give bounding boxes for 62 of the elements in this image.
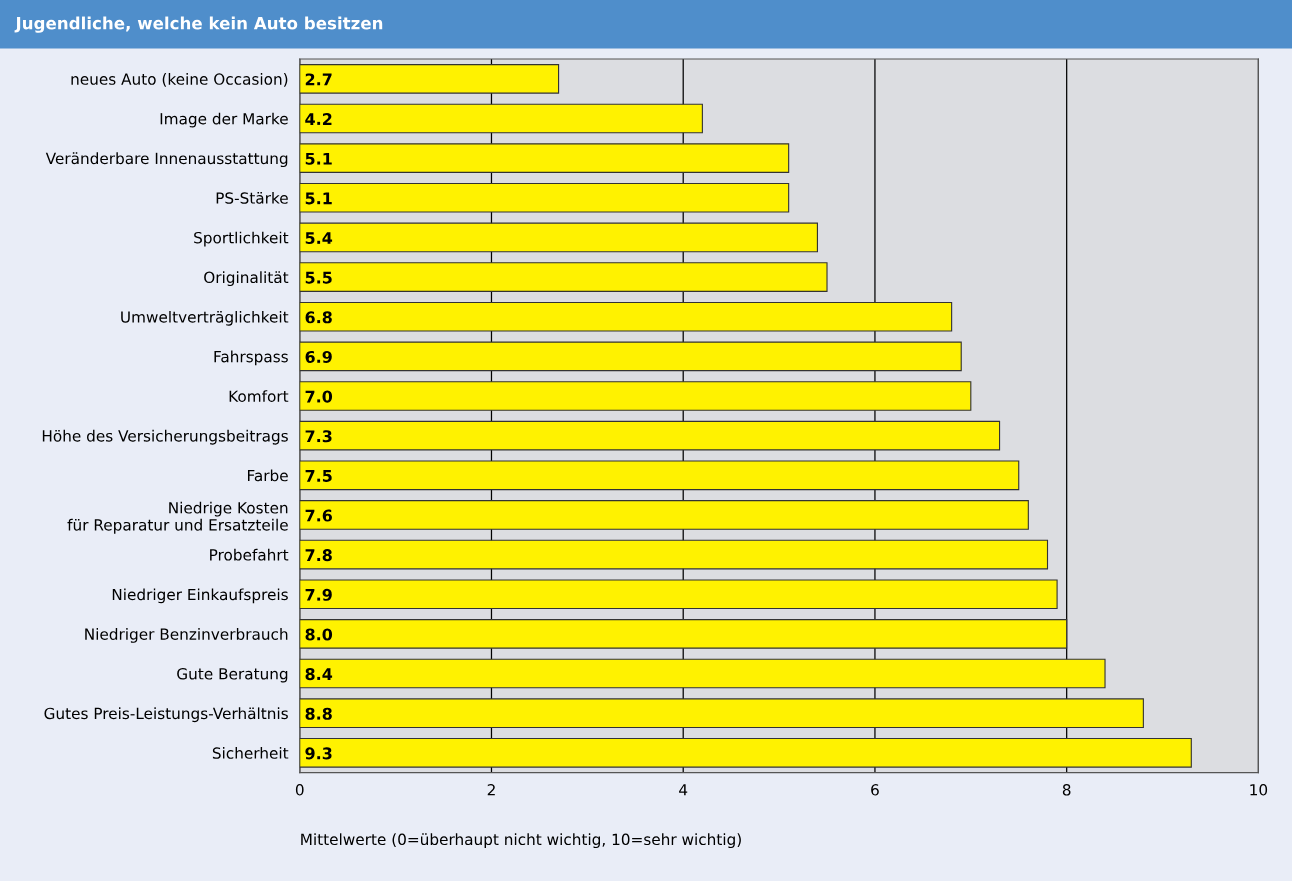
bar xyxy=(299,341,962,372)
data-label: 7.3 xyxy=(305,430,332,443)
y-tick-label: Niedriger Einkaufspreis xyxy=(112,588,288,604)
y-tick-label: Umweltverträglichkeit xyxy=(121,310,289,326)
bar xyxy=(299,301,953,332)
y-tick-label: Gutes Preis-Leistungs-Verhältnis xyxy=(44,707,288,723)
x-tick-label: 4 xyxy=(679,784,688,796)
data-label: 7.5 xyxy=(305,470,332,482)
y-tick-label: Gute Beratung xyxy=(177,667,288,683)
bar xyxy=(299,539,1049,570)
bar xyxy=(299,579,1058,610)
data-label: 2.7 xyxy=(305,73,332,86)
bar xyxy=(299,737,1192,768)
bar xyxy=(299,658,1106,689)
data-label: 5.5 xyxy=(305,271,332,284)
data-label: 7.6 xyxy=(305,509,332,522)
x-tick-label: 2 xyxy=(487,784,495,796)
data-label: 7.8 xyxy=(305,549,332,562)
chart-title: Jugendliche, welche kein Auto besitzen xyxy=(14,16,383,33)
y-tick-label: Image der Marke xyxy=(160,112,288,128)
y-tick-label: Niedrige Kosten für Reparatur und Ersatzteile xyxy=(67,501,288,534)
y-tick-label: Sicherheit xyxy=(212,747,289,759)
y-tick-label: neues Auto (keine Occasion) xyxy=(71,73,288,87)
y-tick-label: Höhe des Versicherungsbeitrags xyxy=(42,429,288,445)
bar xyxy=(299,698,1144,728)
bar xyxy=(299,619,1068,649)
bar xyxy=(299,143,790,173)
bar xyxy=(299,500,1029,530)
y-tick-label: Veränderbare Innenausstattung xyxy=(45,152,288,168)
x-tick-label: 6 xyxy=(871,784,879,796)
bar xyxy=(299,420,1001,451)
data-label: 5.4 xyxy=(305,232,333,245)
bar xyxy=(299,222,818,253)
data-label: 6.8 xyxy=(305,311,332,324)
x-axis-title: Mittelwerte (0=überhaupt nicht wichtig, 10=sehr wichtig) xyxy=(301,833,741,849)
bar xyxy=(299,262,828,292)
data-label: 8.8 xyxy=(305,707,332,720)
y-tick-label: Fahrspass xyxy=(214,350,288,366)
data-label: 9.3 xyxy=(305,747,332,760)
y-tick-label: Farbe xyxy=(248,469,288,482)
y-tick-label: Originalität xyxy=(204,271,289,287)
y-tick-label: Probefahrt xyxy=(210,548,289,561)
data-label: 5.1 xyxy=(305,152,332,165)
y-tick-label: PS-Stärke xyxy=(216,191,288,204)
data-label: 6.9 xyxy=(305,350,332,363)
data-label: 7.0 xyxy=(305,390,333,403)
bar xyxy=(299,460,1020,491)
x-tick-label: 0 xyxy=(295,784,304,796)
bar xyxy=(299,182,790,213)
y-tick-label: Sportlichkeit xyxy=(194,231,289,247)
data-label: 4.2 xyxy=(305,113,332,125)
x-tick-label: 10 xyxy=(1250,784,1268,796)
y-tick-label: Komfort xyxy=(229,390,289,403)
y-tick-label: Niedriger Benzinverbrauch xyxy=(85,628,288,643)
x-tick-label: 8 xyxy=(1062,784,1071,796)
bar xyxy=(299,103,703,134)
data-label: 8.4 xyxy=(305,668,333,681)
bar xyxy=(299,64,560,94)
data-label: 5.1 xyxy=(305,192,332,205)
data-label: 7.9 xyxy=(305,588,332,601)
bar xyxy=(299,381,972,411)
data-label: 8.0 xyxy=(305,628,333,641)
